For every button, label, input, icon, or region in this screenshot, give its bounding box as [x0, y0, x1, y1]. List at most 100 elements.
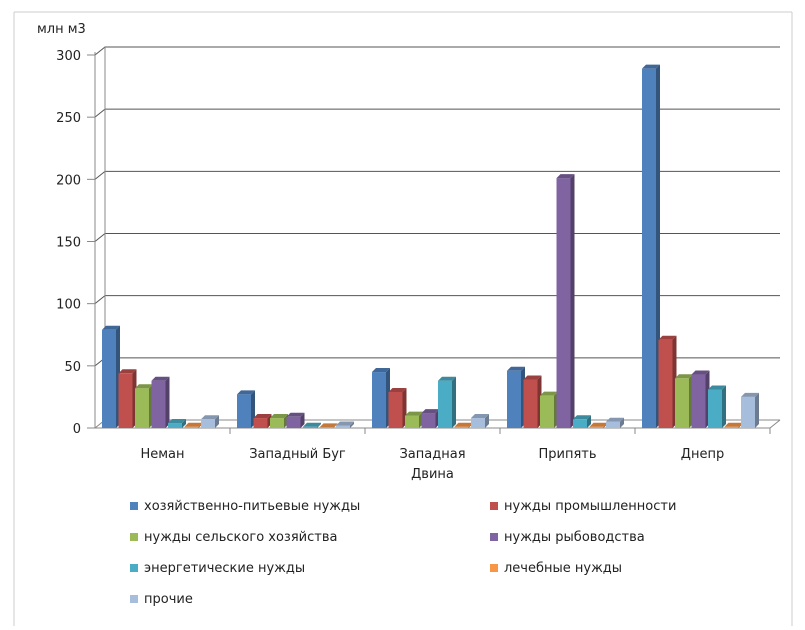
x-tick-label: Неман [140, 447, 184, 462]
bar-side [722, 385, 726, 428]
y-tick-label: 250 [56, 111, 81, 126]
bar-top [286, 412, 305, 417]
bar [237, 394, 251, 428]
bar [184, 426, 199, 428]
legend-swatch [130, 502, 138, 510]
y-tick-label: 150 [56, 236, 81, 251]
y-tick-label: 50 [64, 360, 81, 375]
bar-side [300, 412, 305, 428]
legend-swatch [490, 502, 498, 510]
legend-swatch [130, 533, 138, 541]
bar [303, 426, 317, 428]
gridline [94, 233, 780, 242]
bar-top [540, 391, 558, 396]
bar-top [168, 419, 186, 424]
bars [102, 64, 759, 428]
x-tick-label: Западная [399, 447, 465, 462]
y-tick-label: 200 [56, 173, 81, 188]
bar-top [724, 422, 743, 427]
legend-label: нужды промышленности [504, 499, 676, 514]
bar-top [708, 385, 726, 390]
bar-side [570, 174, 575, 428]
legend-swatch [490, 533, 498, 541]
y-tick-label: 100 [56, 298, 81, 313]
legend-label: хозяйственно-питьевые нужды [144, 499, 360, 514]
gridline [94, 46, 780, 56]
bar-side [656, 64, 660, 428]
bar [724, 426, 739, 428]
bar [201, 419, 215, 428]
bar [118, 373, 133, 428]
bar-top [642, 64, 660, 69]
x-tick-label: Двина [411, 467, 454, 482]
bar-top [556, 174, 575, 179]
legend-swatch [130, 595, 138, 603]
bar [372, 372, 386, 428]
bar-top [471, 414, 489, 419]
bar-top [675, 374, 693, 379]
bar-top [421, 409, 440, 414]
bar [691, 374, 706, 428]
bar-top [135, 384, 153, 389]
bar-side [587, 415, 591, 428]
bar [151, 380, 166, 428]
bar [168, 423, 182, 428]
bar-side [620, 417, 624, 428]
bar [540, 395, 554, 428]
bar-side [165, 376, 170, 428]
bar-side [215, 415, 219, 428]
gridlines [94, 46, 780, 429]
legend: хозяйственно-питьевые нужды нужды промышл… [130, 499, 676, 607]
gridline [94, 170, 780, 180]
bar [708, 389, 722, 428]
x-axis-tick-labels: Неман Западный Буг Западная Двина Припять Дне… [140, 447, 724, 482]
bar-side [350, 421, 354, 428]
bar [319, 427, 334, 428]
x-tick-label: Днепр [681, 447, 724, 462]
bar [741, 396, 755, 428]
x-tick-label: Припять [538, 447, 596, 462]
bar [253, 418, 268, 428]
bar-side [485, 414, 489, 428]
bar-top [253, 414, 272, 419]
legend-label: нужды сельского хозяйства [144, 530, 337, 545]
bar-side [317, 422, 321, 428]
x-tick-label: Западный Буг [249, 447, 346, 462]
bar-top [691, 370, 710, 375]
bar [523, 379, 538, 428]
gridline [94, 108, 780, 118]
bar-top [388, 387, 407, 392]
bar [135, 388, 149, 428]
bar [286, 416, 301, 428]
bar-top [237, 390, 255, 395]
legend-label: энергетические нужды [144, 561, 305, 576]
bar-top [658, 335, 677, 340]
bar-top [438, 376, 456, 381]
bar [606, 421, 620, 428]
bar-top [405, 411, 423, 416]
bar-top [606, 417, 624, 422]
bar [438, 380, 452, 428]
bar [573, 419, 587, 428]
legend-label: нужды рыбоводства [504, 530, 645, 545]
bar [642, 68, 656, 428]
bar-top [303, 422, 321, 427]
bar [454, 426, 469, 428]
gridline [94, 357, 780, 367]
y-axis-label: млн м3 [37, 22, 86, 37]
bar [388, 391, 403, 428]
bar [589, 426, 604, 428]
bar-top [319, 423, 338, 428]
bar-top [336, 421, 354, 426]
bar-side [182, 419, 186, 428]
bar-top [201, 415, 219, 420]
bar [675, 378, 689, 428]
bar-top [151, 376, 170, 381]
bar-side [452, 376, 456, 428]
bar [507, 370, 521, 428]
x-axis-end-line [769, 419, 781, 429]
bar [336, 425, 350, 428]
bar-top [270, 414, 288, 419]
bar [405, 415, 419, 428]
